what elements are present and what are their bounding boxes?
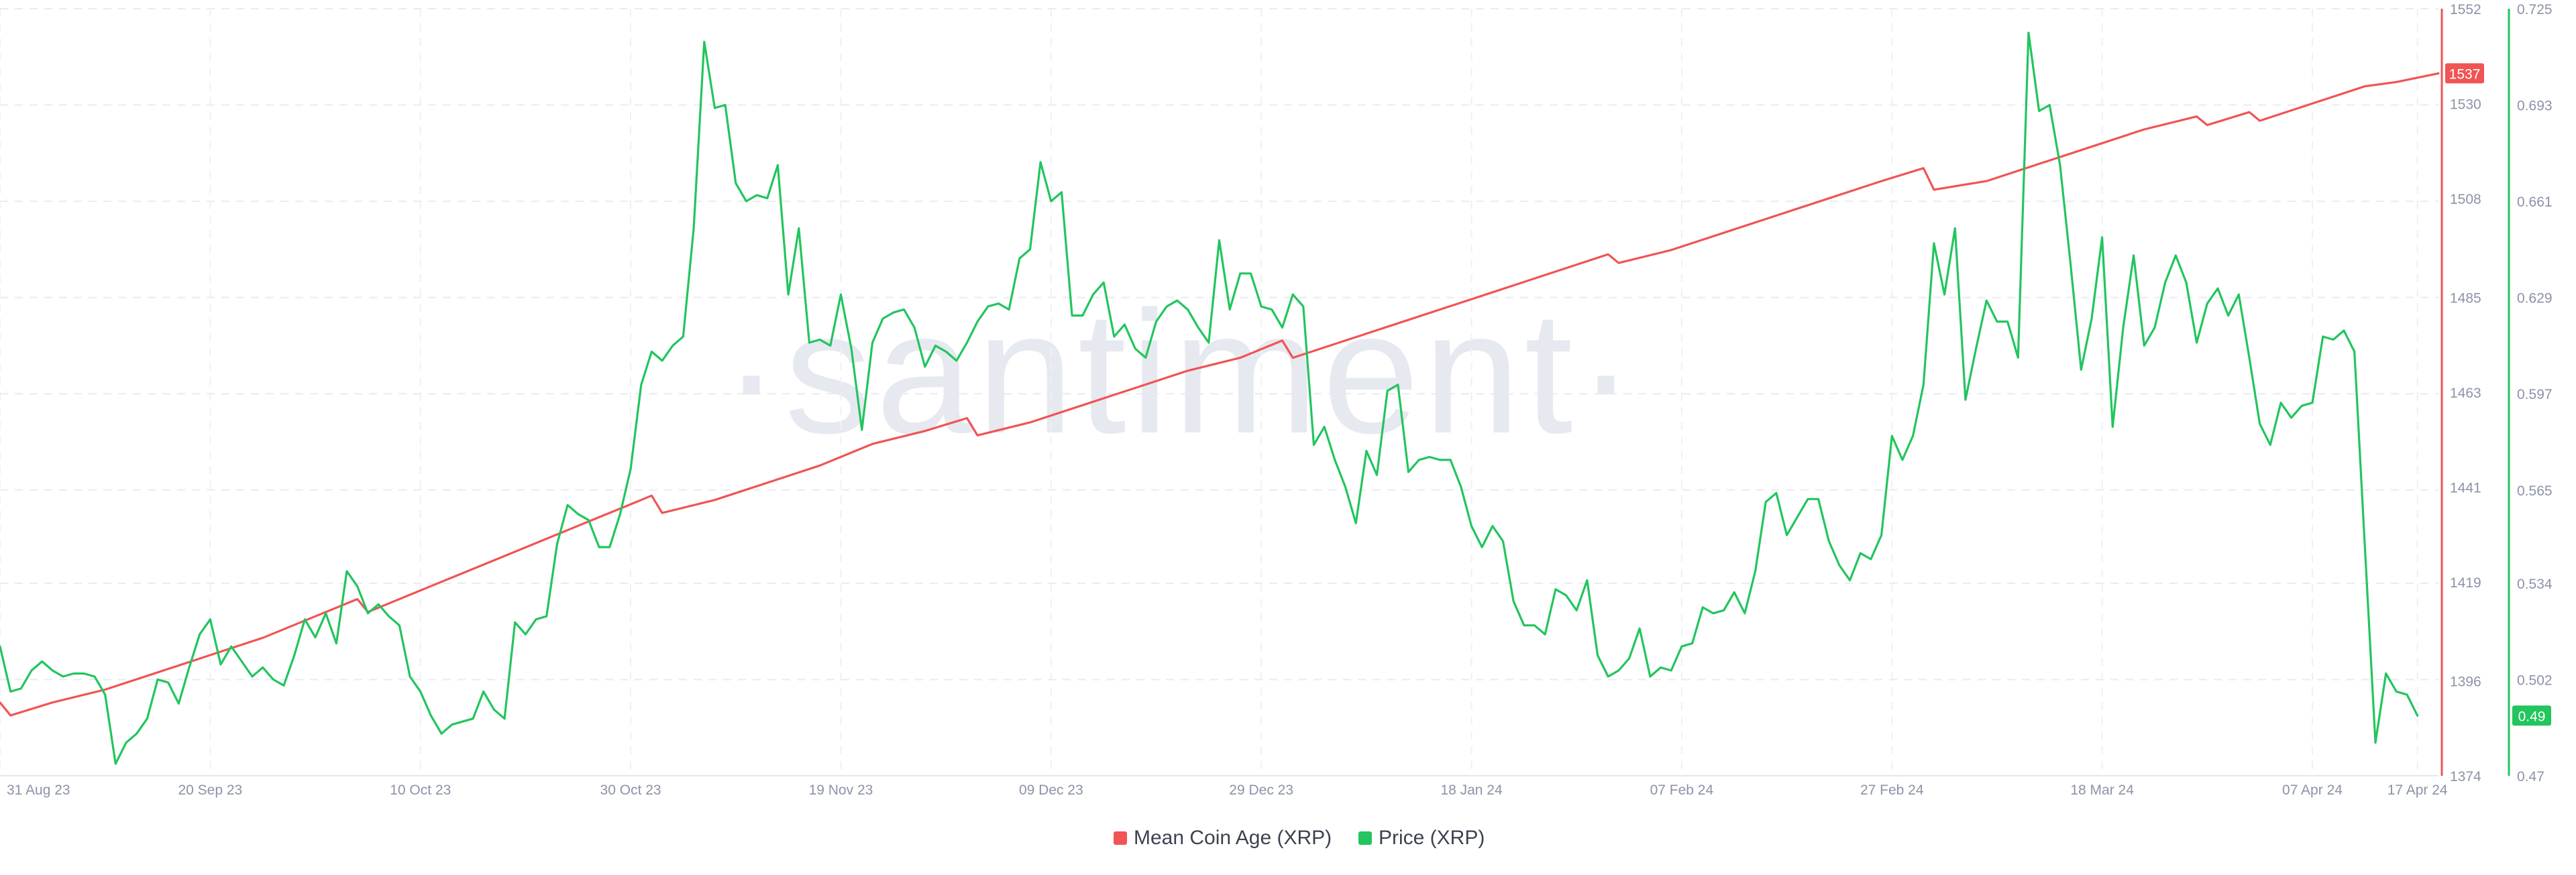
x-tick-label: 18 Mar 24 bbox=[2070, 782, 2134, 798]
y-right-tick-label: 0.597 bbox=[2517, 387, 2553, 402]
y-right-tick-label: 0.693 bbox=[2517, 99, 2553, 114]
current-value-badge-price: 0.49 bbox=[2512, 705, 2551, 726]
x-tick-label: 30 Oct 23 bbox=[600, 782, 661, 798]
current-value-badges: 1537 0.49 bbox=[2445, 63, 2551, 726]
current-value-badge-price-bg bbox=[2512, 705, 2551, 726]
legend-swatch bbox=[1358, 831, 1372, 845]
y-right-tick-label: 0.629 bbox=[2517, 291, 2553, 306]
price-line bbox=[0, 32, 2419, 765]
x-tick-label: 10 Oct 23 bbox=[390, 782, 451, 798]
y-left-tick-label: 1374 bbox=[2450, 769, 2481, 784]
x-tick-label: 31 Aug 23 bbox=[7, 782, 70, 798]
axes: 31 Aug 23 20 Sep 23 10 Oct 23 30 Oct 23 19 N… bbox=[0, 2, 2553, 798]
y-left-tick-label: 1508 bbox=[2450, 192, 2481, 207]
y-right-tick-label: 0.565 bbox=[2517, 483, 2553, 499]
x-tick-label: 20 Sep 23 bbox=[178, 782, 242, 798]
current-value-badge-price-text: 0.49 bbox=[2518, 709, 2546, 724]
y-left-tick-label: 1552 bbox=[2450, 2, 2481, 17]
x-tick-label: 29 Dec 23 bbox=[1229, 782, 1293, 798]
y-right-tick-label: 0.502 bbox=[2517, 673, 2553, 688]
x-tick-label: 27 Feb 24 bbox=[1860, 782, 1924, 798]
current-value-badge-mean-coin-age-bg bbox=[2445, 63, 2484, 84]
legend-label: Mean Coin Age (XRP) bbox=[1134, 827, 1332, 849]
y-right-tick-label: 0.534 bbox=[2517, 577, 2553, 592]
y-left-tick-label: 1419 bbox=[2450, 575, 2481, 591]
x-tick-label: 18 Jan 24 bbox=[1440, 782, 1503, 798]
legend: Mean Coin Age (XRP) Price (XRP) bbox=[1114, 827, 1485, 849]
current-value-badge-mean-coin-age: 1537 bbox=[2445, 63, 2484, 84]
y-right-tick-label: 0.725 bbox=[2517, 2, 2553, 17]
y-left-tick-label: 1463 bbox=[2450, 386, 2481, 401]
y-left-tick-label: 1396 bbox=[2450, 675, 2481, 690]
y-left-tick-label: 1441 bbox=[2450, 480, 2481, 495]
mean-coin-age-line bbox=[0, 72, 2440, 717]
x-tick-label: 09 Dec 23 bbox=[1019, 782, 1083, 798]
current-value-badge-mean-coin-age-text: 1537 bbox=[2449, 66, 2481, 82]
x-tick-label: 07 Apr 24 bbox=[2282, 782, 2343, 798]
x-tick-label: 19 Nov 23 bbox=[809, 782, 873, 798]
y-right-tick-label: 0.47 bbox=[2517, 769, 2544, 784]
x-tick-label: 17 Apr 24 bbox=[2387, 782, 2448, 798]
y-left-tick-label: 1485 bbox=[2450, 291, 2481, 306]
legend-swatch bbox=[1114, 831, 1127, 845]
y-right-tick-label: 0.661 bbox=[2517, 194, 2553, 210]
y-left-tick-label: 1530 bbox=[2450, 97, 2481, 112]
series-lines bbox=[0, 32, 2440, 765]
x-tick-label: 07 Feb 24 bbox=[1650, 782, 1714, 798]
legend-label: Price (XRP) bbox=[1379, 827, 1485, 849]
